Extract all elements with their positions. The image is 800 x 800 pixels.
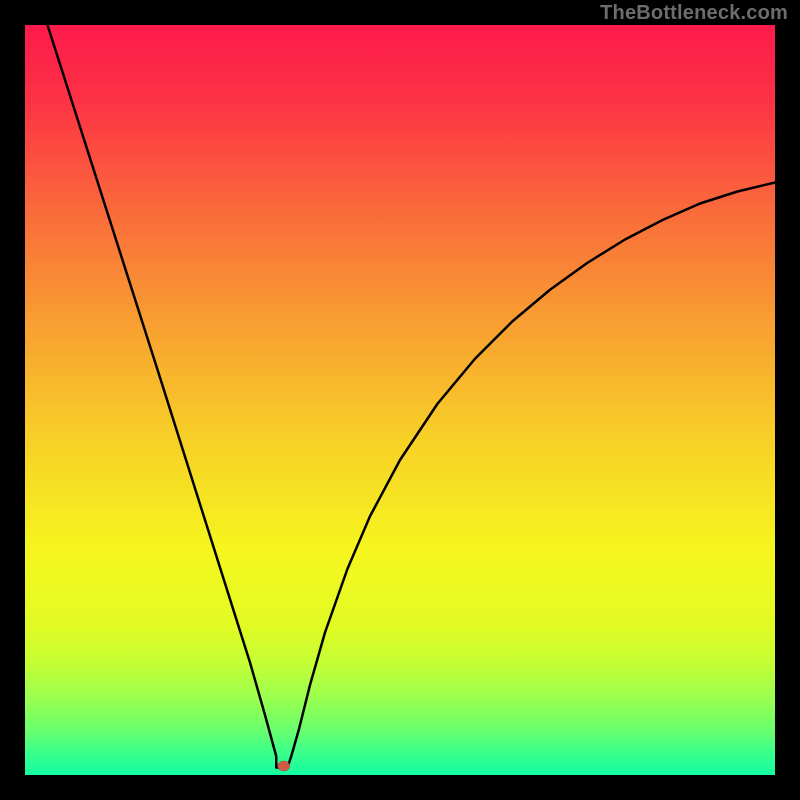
watermark-text: TheBottleneck.com xyxy=(600,2,788,25)
chart-container: TheBottleneck.com xyxy=(0,0,800,800)
minimum-marker xyxy=(278,761,290,771)
bottleneck-chart xyxy=(0,0,800,800)
chart-gradient-bg xyxy=(25,25,775,775)
